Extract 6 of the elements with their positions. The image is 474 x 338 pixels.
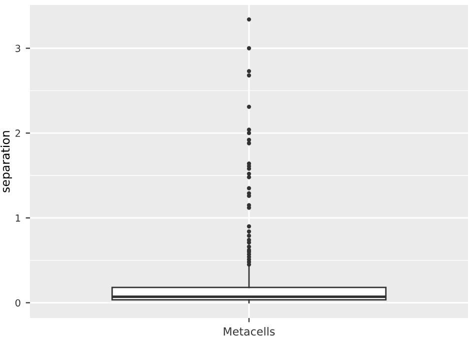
y-tick-label: 3 (16, 44, 20, 52)
y-tick-label: 1 (16, 214, 20, 222)
y-tick-label: 0 (15, 299, 20, 307)
y-tick-label: 2 (16, 130, 20, 137)
y-axis-title: separation (0, 131, 12, 192)
x-tick-label: Metacells (224, 327, 275, 336)
